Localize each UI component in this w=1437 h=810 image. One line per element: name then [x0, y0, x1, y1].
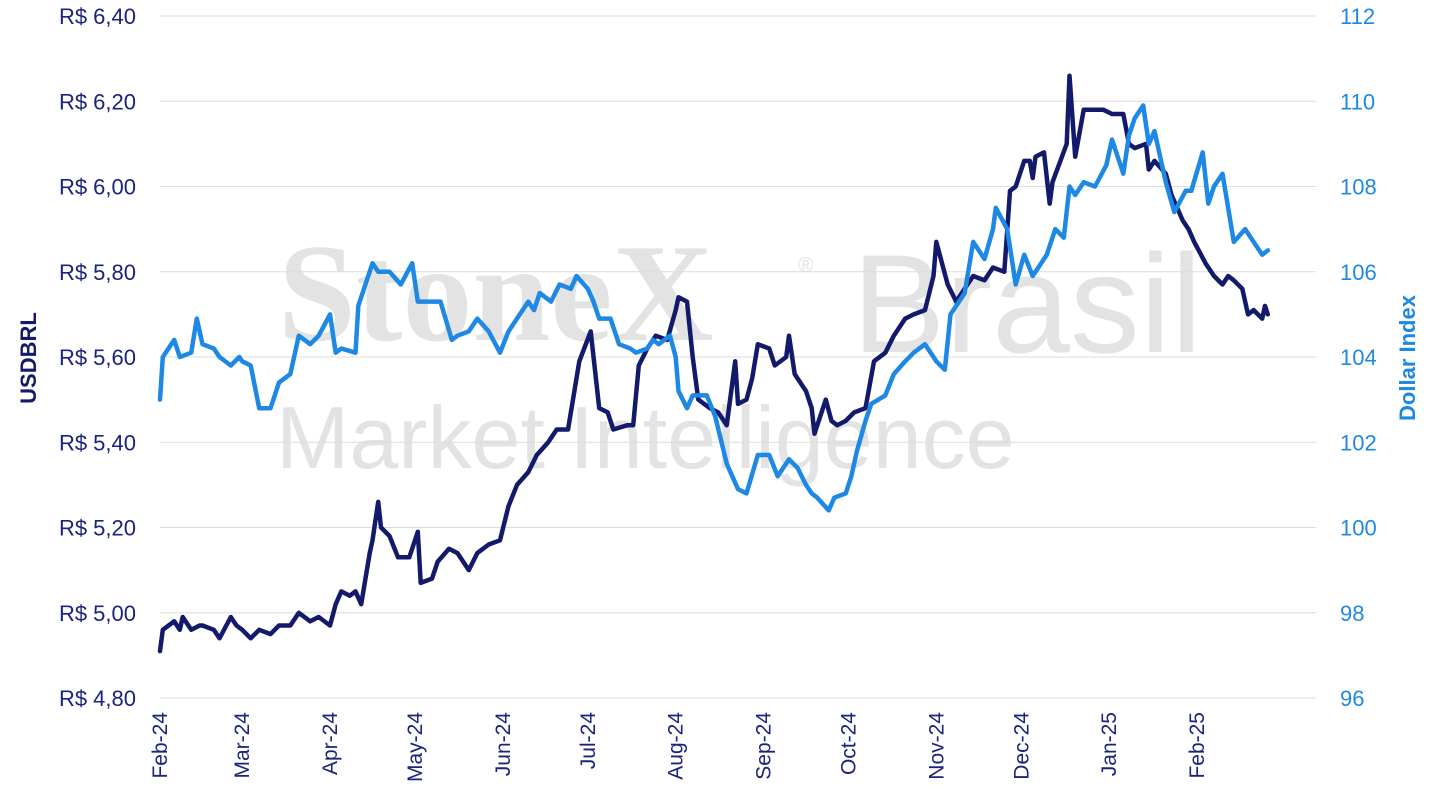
x-tick-label: Sep-24: [753, 712, 776, 780]
y-left-tick-label: R$ 5,60: [59, 345, 136, 370]
left-axis-ticks: R$ 4,80 R$ 5,00 R$ 5,20 R$ 5,40 R$ 5,60 R$ 5,…: [59, 4, 136, 711]
x-tick-label: Jul-24: [577, 712, 600, 770]
x-tick-label: Mar-24: [231, 712, 254, 779]
y-left-tick-label: R$ 4,80: [59, 686, 136, 711]
y-right-tick-label: 104: [1340, 345, 1377, 370]
y-left-tick-label: R$ 5,80: [59, 260, 136, 285]
watermark-subtitle: Market Intelligence: [276, 388, 1015, 487]
y-left-tick-label: R$ 6,20: [59, 89, 136, 114]
gridlines: [160, 15, 1316, 699]
y-right-tick-label: 110: [1340, 89, 1375, 114]
right-axis-ticks: 96 98 100 102 104 106 108 110 112: [1340, 4, 1377, 711]
y-right-tick-label: 102: [1340, 430, 1377, 455]
y-left-tick-label: R$ 5,20: [59, 516, 136, 541]
watermark-brand-suffix: Brasil: [852, 225, 1202, 382]
y-right-tick-label: 96: [1340, 686, 1364, 711]
y-left-tick-label: R$ 6,40: [59, 4, 136, 29]
dollar-index-line: [157, 103, 1271, 513]
watermark: StoneX ® Brasil Market Intelligence: [276, 216, 1202, 487]
x-tick-label: Jun-24: [492, 712, 515, 777]
x-tick-label: Oct-24: [838, 712, 861, 775]
usdbrl-line: [157, 73, 1271, 654]
x-tick-label: Apr-24: [319, 712, 342, 775]
y-right-axis-title: Dollar Index: [1395, 294, 1420, 421]
watermark-registered: ®: [798, 254, 814, 277]
x-tick-label: Feb-24: [149, 712, 172, 779]
y-left-tick-label: R$ 5,40: [59, 430, 136, 455]
y-right-tick-label: 98: [1340, 601, 1364, 626]
y-right-tick-label: 100: [1340, 516, 1377, 541]
x-tick-label: Dec-24: [1010, 712, 1033, 780]
x-tick-label: Nov-24: [925, 712, 948, 780]
y-right-tick-label: 106: [1340, 260, 1377, 285]
y-left-axis-title: USDBRL: [16, 312, 41, 404]
x-tick-label: May-24: [404, 712, 427, 782]
x-tick-label: Jan-25: [1098, 712, 1121, 776]
y-left-tick-label: R$ 6,00: [59, 175, 136, 200]
x-axis-ticks: Feb-24 Mar-24 Apr-24 May-24 Jun-24 Jul-24 Aug-…: [149, 712, 1209, 782]
y-left-tick-label: R$ 5,00: [59, 601, 136, 626]
x-tick-label: Feb-25: [1186, 712, 1209, 779]
y-right-tick-label: 108: [1340, 175, 1377, 200]
y-right-tick-label: 112: [1340, 4, 1375, 29]
x-tick-label: Aug-24: [665, 712, 688, 780]
series-lines: [157, 73, 1271, 654]
